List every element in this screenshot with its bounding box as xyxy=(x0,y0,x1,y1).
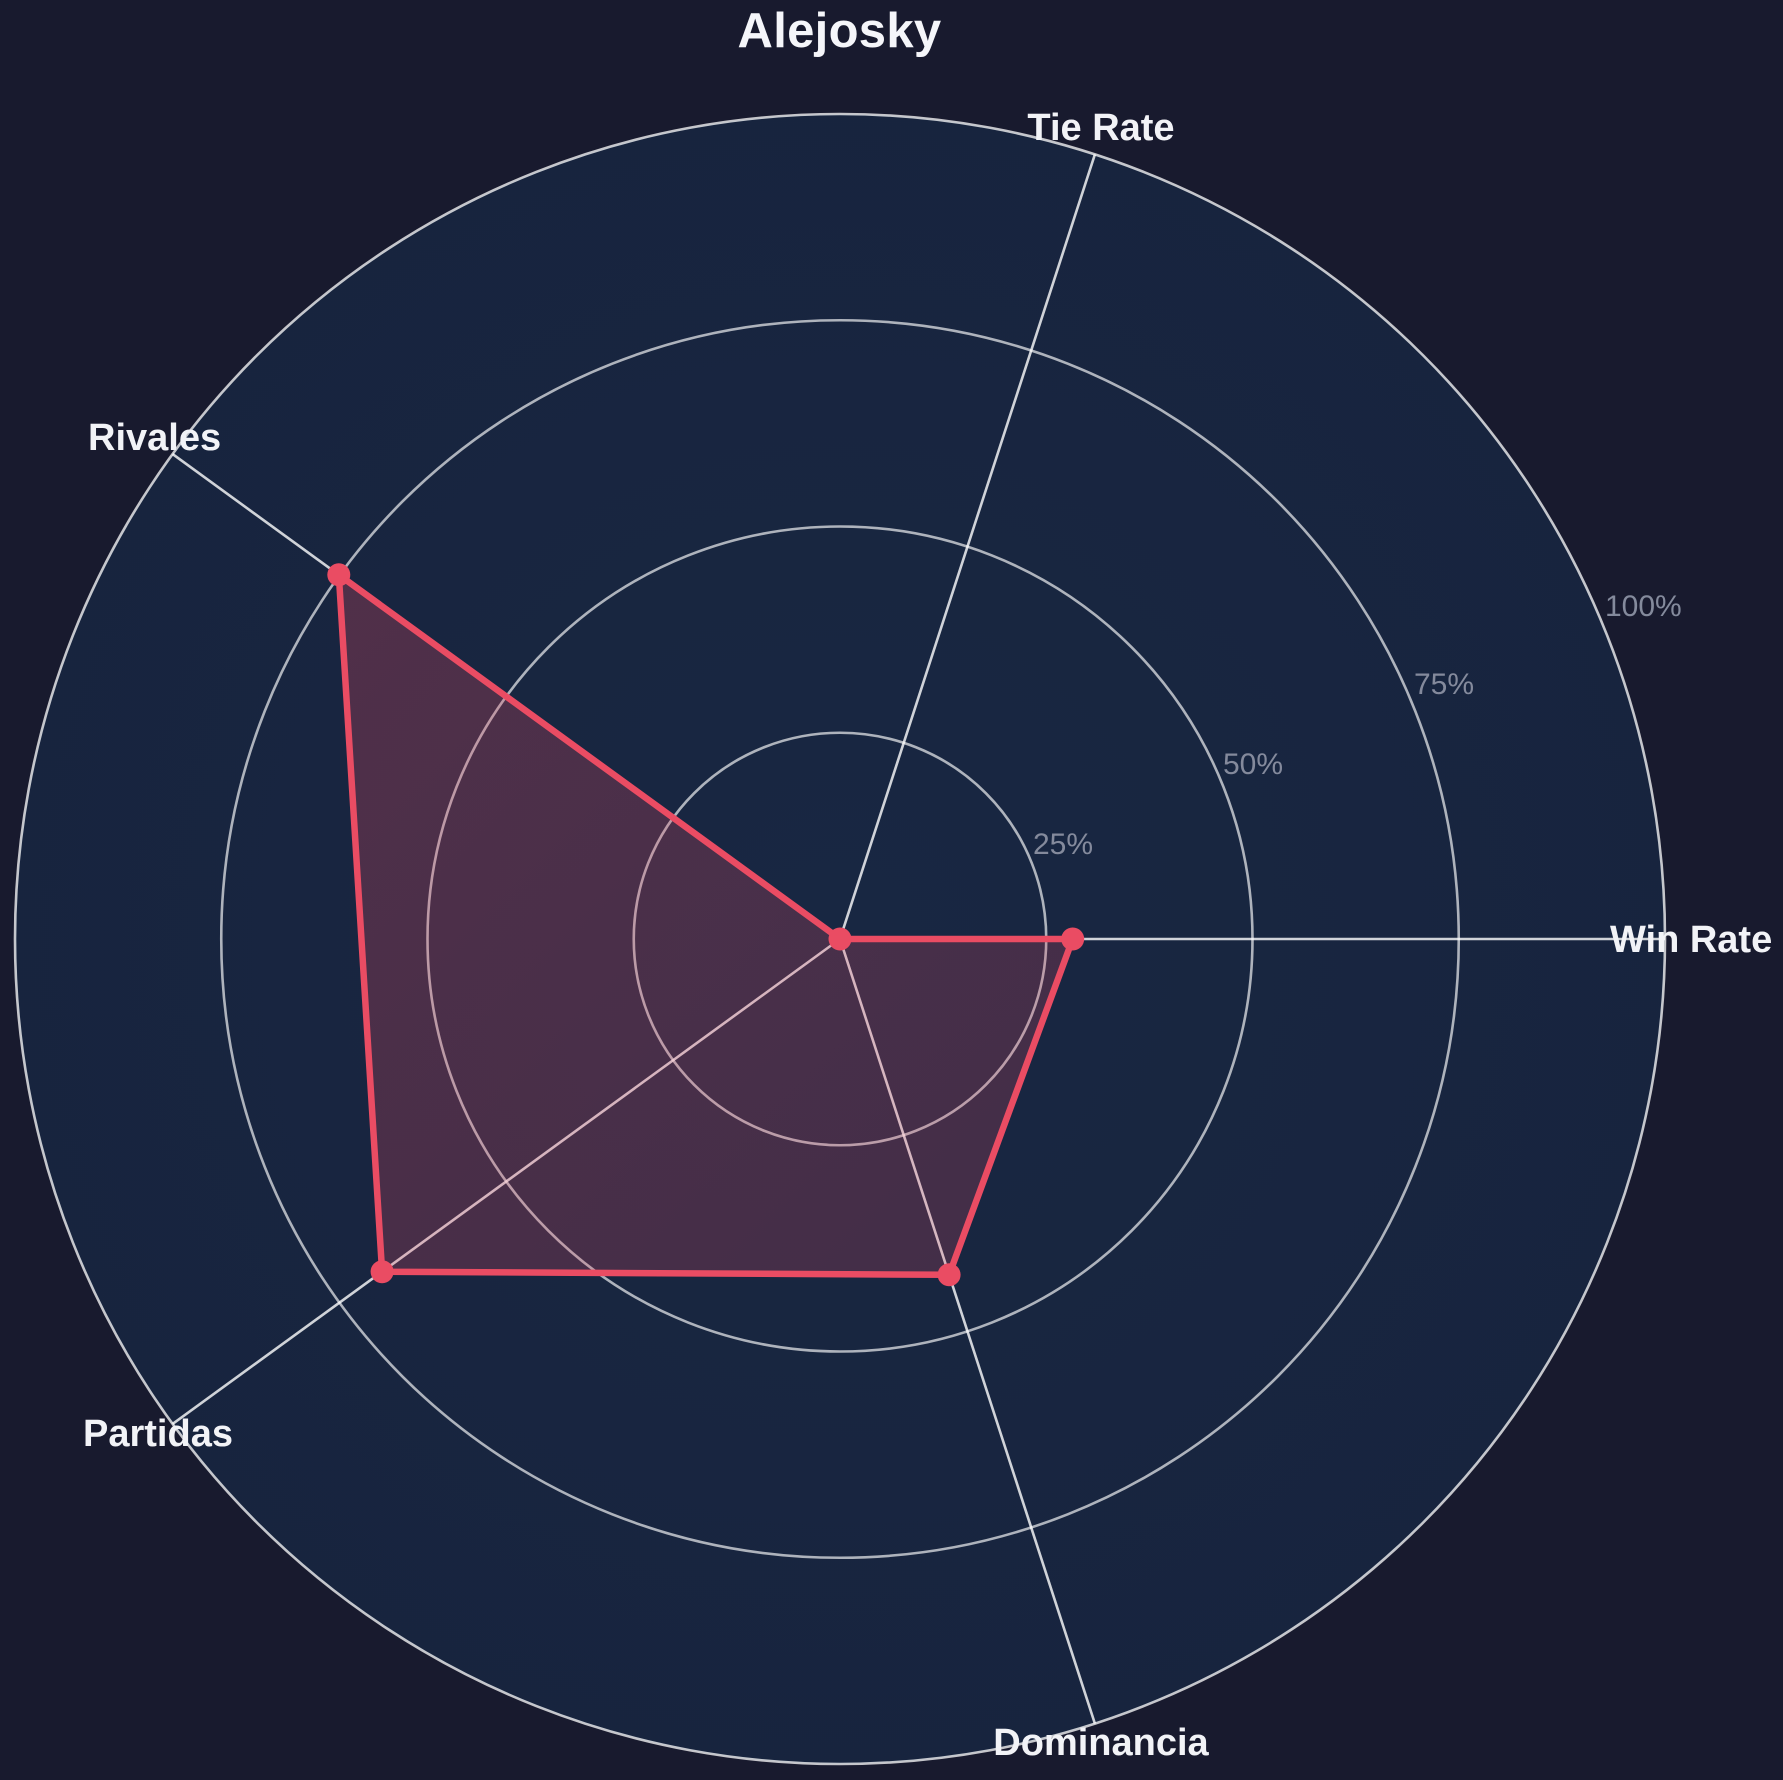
svg-text:Win Rate: Win Rate xyxy=(1610,919,1772,961)
svg-text:50%: 50% xyxy=(1223,748,1283,781)
svg-text:Dominancia: Dominancia xyxy=(993,1722,1209,1764)
svg-text:75%: 75% xyxy=(1414,668,1474,701)
svg-text:Tie Rate: Tie Rate xyxy=(1027,107,1174,149)
svg-text:Rivales: Rivales xyxy=(88,417,221,459)
svg-text:25%: 25% xyxy=(1033,828,1093,861)
svg-text:100%: 100% xyxy=(1605,590,1682,623)
svg-text:Partidas: Partidas xyxy=(83,1413,233,1455)
